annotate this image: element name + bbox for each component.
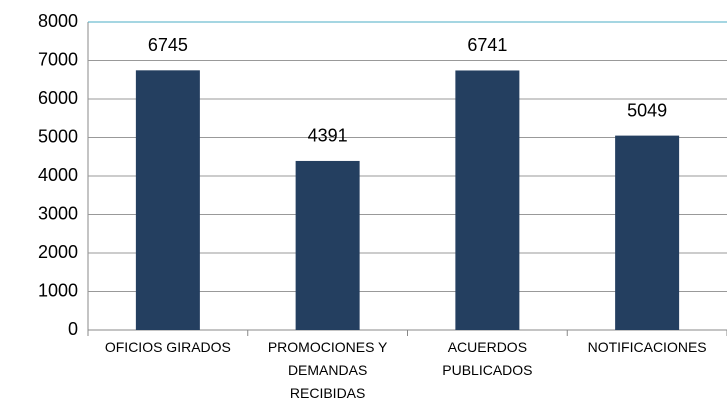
bar (455, 70, 520, 330)
y-tick-label: 5000 (38, 126, 78, 146)
data-label: 4391 (308, 126, 348, 146)
data-label: 6745 (148, 35, 188, 55)
data-label: 6741 (467, 35, 507, 55)
x-tick-label: NOTIFICACIONES (587, 339, 707, 355)
bar (615, 135, 680, 330)
bar (135, 70, 200, 330)
y-tick-label: 3000 (38, 203, 78, 223)
y-tick-label: 2000 (38, 242, 78, 262)
x-tick-label: ACUERDOS PUBLICADOS (442, 339, 533, 378)
y-tick-label: 8000 (38, 11, 78, 31)
y-tick-label: 4000 (38, 165, 78, 185)
y-tick-label: 6000 (38, 88, 78, 108)
x-tick-label: OFICIOS GIRADOS (104, 339, 231, 355)
bar (295, 160, 360, 330)
y-tick-label: 1000 (38, 280, 78, 300)
x-tick-label: PROMOCIONES Y DEMANDAS RECIBIDAS (267, 339, 388, 401)
y-tick-label: 0 (68, 319, 78, 339)
y-tick-label: 7000 (38, 49, 78, 69)
data-label: 5049 (627, 100, 667, 120)
